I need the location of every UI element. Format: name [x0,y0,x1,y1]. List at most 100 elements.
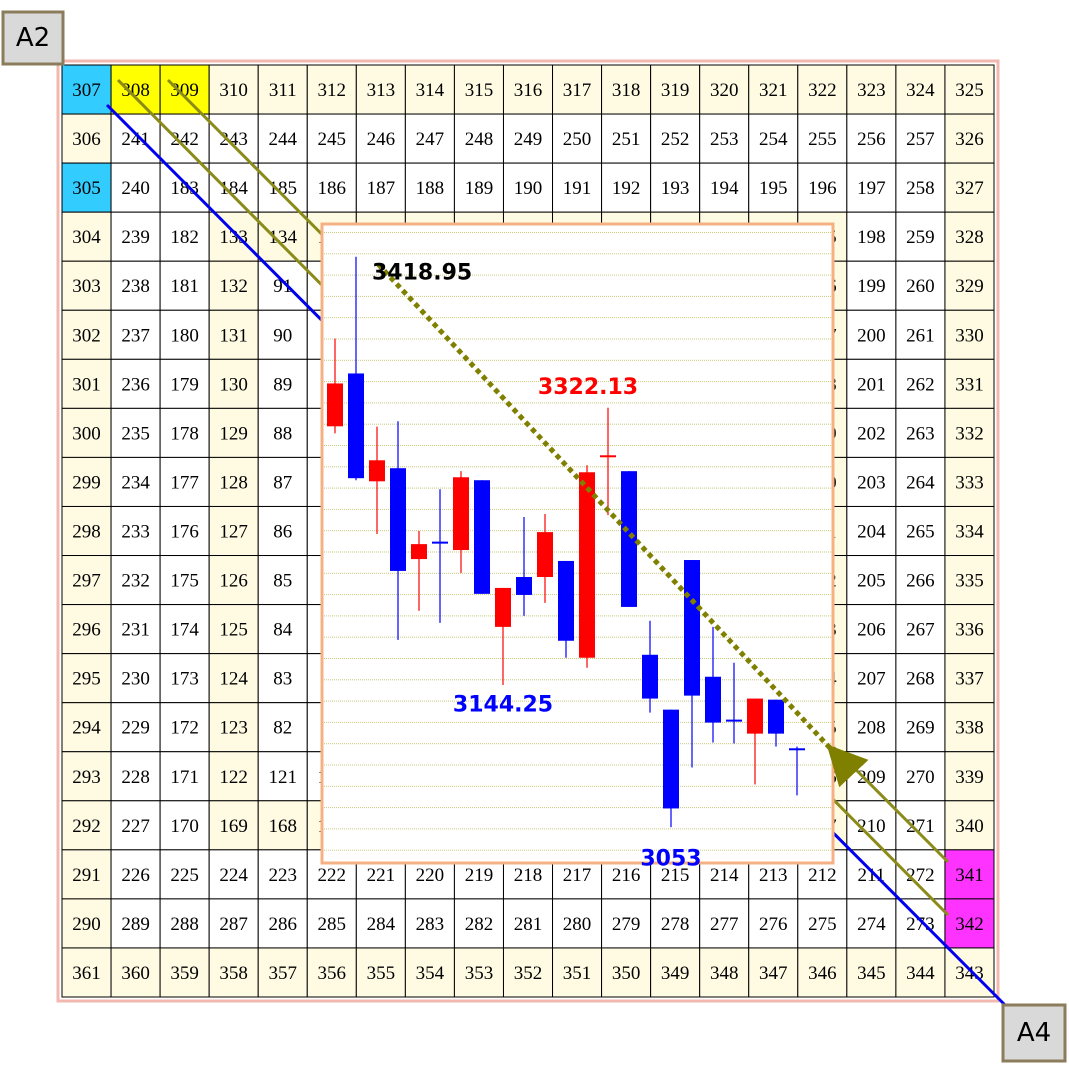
cell-number: 236 [121,374,150,395]
grid-cell [257,751,308,802]
trend-arrow [376,262,869,788]
cell-number: 82 [273,718,292,739]
grid-cell [502,162,554,213]
grid-cell [355,113,406,164]
grid-cell [159,64,210,115]
cell-number: 260 [906,276,935,297]
cell-number: 328 [955,227,984,248]
grid-cell [846,162,897,213]
cell-number: 187 [367,178,396,199]
grid-cell [61,555,112,606]
cell-number: 316 [514,80,543,101]
cell-number: 134 [268,227,297,248]
cell-number: 128 [219,472,248,493]
cell-number: 197 [857,178,886,199]
cell-number: 283 [416,914,445,935]
cell-number: 242 [170,129,199,150]
grid-cell [110,162,161,213]
cell-number: 293 [72,767,101,788]
cell-number: 279 [612,914,641,935]
grid-cell [61,211,112,262]
grid-cell [61,604,112,655]
grid-cell [306,162,357,213]
grid-cell [453,113,504,164]
grid-cell [61,898,112,949]
cell-number: 173 [170,669,199,690]
cell-number: 180 [170,325,199,346]
grid-cell [895,211,946,262]
grid-cell [159,898,210,949]
grid-cell [895,309,946,360]
cell-number: 309 [170,80,199,101]
cell-number: 342 [955,914,984,935]
cell-number: 231 [121,620,150,641]
candle-body [495,587,511,627]
grid-cell [895,64,946,115]
cell-number: 85 [273,571,292,592]
cell-number: 315 [465,80,494,101]
cell-number: 170 [170,816,199,837]
grid-cell [895,849,946,900]
cell-number: 246 [367,129,396,150]
price-label: 3053 [640,847,701,872]
cell-number: 323 [857,80,886,101]
grid-cell [944,64,995,115]
grid-cell [944,113,995,164]
grid-cell [110,505,161,557]
grid-cell [502,947,554,998]
cell-number: 213 [759,865,788,886]
grid-cell [895,260,946,311]
grid-cell [846,211,897,262]
grid-cell [748,947,799,998]
grid-cell [895,456,946,507]
cell-number: 345 [857,963,886,984]
grid-cell [502,113,554,164]
cell-number: 357 [268,963,297,984]
grid-cell [159,555,210,606]
grid-cell [61,505,112,557]
cell-number: 284 [367,914,396,935]
grid-cell [61,849,112,900]
cell-number: 226 [121,865,150,886]
grid-cell [208,947,259,998]
tag-label: A4 [1017,1018,1051,1048]
grid-cell [944,751,995,802]
grid-cell [846,358,897,409]
cell-number: 90 [273,325,292,346]
cell-number: 195 [759,178,788,199]
cell-number: 172 [170,718,199,739]
grid-cell [895,947,946,998]
grid-cell [257,505,308,557]
cell-number: 228 [121,767,150,788]
grid-cell [257,407,308,458]
cell-number: 359 [170,963,199,984]
candle-body [537,532,553,578]
cell-number: 203 [857,472,886,493]
cell-number: 122 [219,767,248,788]
cell-number: 288 [170,914,199,935]
grid-cell [110,555,161,606]
cell-number: 334 [955,522,984,543]
grid-cell [110,211,161,262]
cell-number: 188 [416,178,445,199]
cell-number: 324 [906,80,935,101]
cell-number: 220 [416,865,445,886]
cell-number: 338 [955,718,984,739]
cell-number: 277 [710,914,739,935]
grid-cell [61,162,112,213]
grid-cell [895,555,946,606]
cell-number: 313 [367,80,396,101]
cell-number: 234 [121,472,150,493]
cell-number: 126 [219,571,248,592]
grid-cell [650,898,701,949]
cell-number: 312 [318,80,347,101]
cell-number: 360 [121,963,150,984]
grid-cell [748,162,799,213]
grid-cell [208,555,259,606]
cell-number: 241 [121,129,150,150]
grid-cell [159,604,210,655]
candle-body [453,477,469,551]
candle-body [516,577,532,595]
cell-number: 318 [612,80,641,101]
